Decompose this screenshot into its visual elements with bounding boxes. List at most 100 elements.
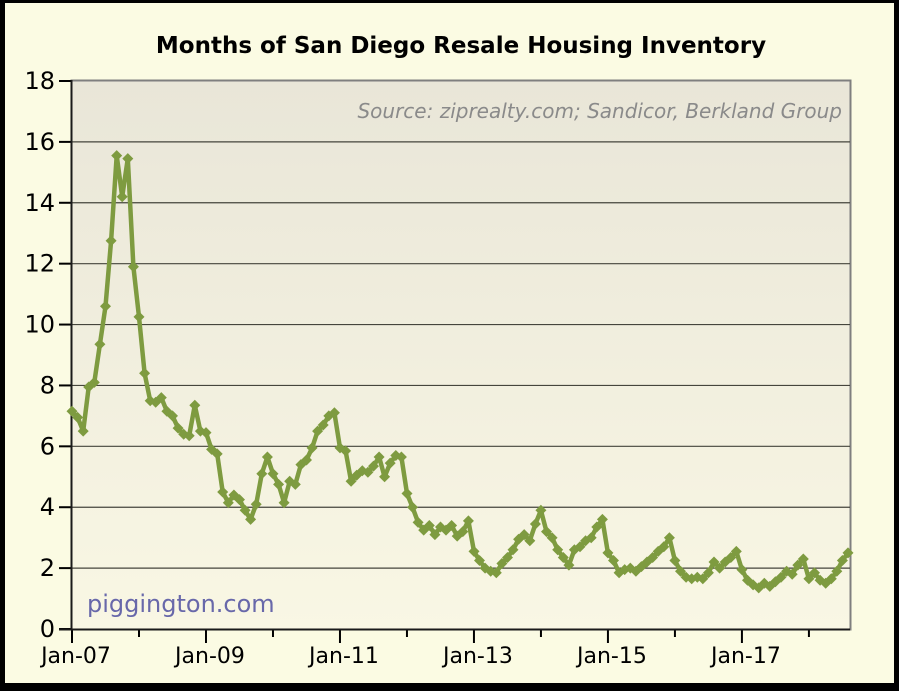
y-tick-label: 16 <box>24 128 55 156</box>
data-point <box>183 430 195 442</box>
data-point <box>496 558 508 569</box>
data-point <box>172 422 184 434</box>
x-axis-labels: Jan-07 Jan-09 Jan-11 Jan-13 Jan-15 Jan-17 <box>39 644 781 669</box>
data-point <box>675 565 686 577</box>
data-point <box>535 504 547 516</box>
data-point <box>273 478 285 490</box>
x-tick-label: Jan-17 <box>709 644 781 669</box>
data-point <box>585 532 597 544</box>
data-point <box>267 468 279 480</box>
data-point <box>669 555 681 566</box>
data-point <box>317 419 329 431</box>
data-point <box>708 556 720 568</box>
x-tick-label: Jan-11 <box>307 644 379 669</box>
data-point <box>301 454 312 466</box>
data-point <box>602 547 614 559</box>
y-tick-label: 4 <box>40 493 55 521</box>
chart-title: Months of San Diego Resale Housing Inven… <box>156 33 766 59</box>
data-point <box>100 300 111 312</box>
data-point <box>222 497 234 509</box>
data-point <box>105 235 117 247</box>
y-tick-label: 12 <box>24 250 55 278</box>
data-point <box>809 567 820 579</box>
gridlines <box>72 141 850 569</box>
data-point <box>312 425 324 437</box>
data-point <box>412 516 424 528</box>
data-point <box>345 475 357 487</box>
x-tick-label: Jan-09 <box>173 644 245 669</box>
data-point <box>261 451 273 463</box>
data-point <box>139 367 151 379</box>
data-point <box>524 535 536 547</box>
data-point <box>468 545 480 557</box>
data-point <box>647 552 659 563</box>
data-point <box>836 555 848 566</box>
data-point <box>596 513 608 525</box>
data-point <box>792 559 804 571</box>
x-tick-label: Jan-13 <box>441 644 513 669</box>
data-point <box>563 559 575 571</box>
data-point <box>217 486 229 498</box>
data-point <box>663 532 675 544</box>
data-point <box>803 573 815 585</box>
data-point <box>574 541 586 553</box>
data-point <box>552 544 564 556</box>
data-point <box>786 568 798 580</box>
data-point <box>133 311 145 323</box>
data-point <box>429 529 441 541</box>
data-point <box>730 545 742 557</box>
data-point <box>155 392 167 404</box>
x-tick-label: Jan-07 <box>39 644 111 669</box>
data-point <box>697 573 709 585</box>
data-point <box>189 399 201 411</box>
data-point <box>423 520 435 531</box>
data-point <box>234 494 245 506</box>
y-tick-label: 8 <box>40 371 55 399</box>
data-point <box>518 529 530 541</box>
data-point <box>373 451 385 463</box>
data-point <box>557 552 569 563</box>
data-point <box>239 504 251 516</box>
data-point <box>340 445 352 457</box>
data-point <box>591 521 603 533</box>
source-note: Source: ziprealty.com; Sandicor, Berklan… <box>357 99 842 123</box>
data-point <box>72 411 84 423</box>
y-tick-label: 6 <box>40 432 55 460</box>
data-point <box>608 555 619 566</box>
data-point <box>94 338 106 350</box>
x-tick-label: Jan-15 <box>575 644 647 669</box>
data-point-markers <box>66 150 854 594</box>
data-point <box>250 498 262 510</box>
data-point <box>407 501 418 513</box>
data-point <box>245 513 257 525</box>
data-point <box>200 427 212 439</box>
data-point <box>502 552 513 563</box>
data-point <box>507 544 519 556</box>
data-point <box>122 153 134 165</box>
data-point <box>401 488 413 499</box>
data-point <box>702 567 714 579</box>
data-point <box>457 526 469 538</box>
data-point <box>116 191 128 203</box>
data-point <box>775 571 787 583</box>
data-point <box>462 515 474 527</box>
data-point <box>384 457 396 469</box>
y-tick-label: 2 <box>40 554 55 582</box>
data-point <box>658 541 670 553</box>
data-point <box>541 526 552 538</box>
data-point <box>289 478 301 490</box>
plot-area <box>70 79 852 631</box>
data-point <box>127 261 139 273</box>
data-point <box>831 565 843 577</box>
data-point <box>328 407 340 419</box>
data-point <box>306 442 318 454</box>
y-tick-label: 10 <box>24 311 55 339</box>
data-point <box>167 410 178 422</box>
data-point <box>529 518 541 530</box>
data-point <box>66 405 78 417</box>
data-point <box>490 567 502 579</box>
watermark: piggington.com <box>87 590 275 618</box>
data-point <box>379 471 391 483</box>
data-point <box>546 532 558 544</box>
